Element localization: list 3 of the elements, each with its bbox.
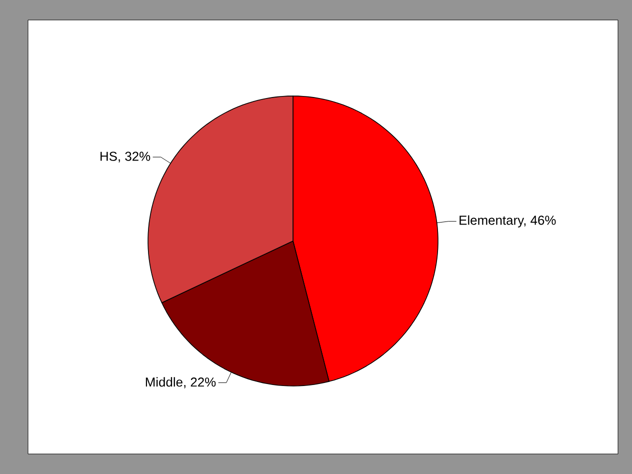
slice-label: Middle, 22% (146, 377, 216, 388)
slice-label: Elementary, 46% (460, 215, 556, 228)
slice-label: HS, 32% (100, 152, 150, 162)
